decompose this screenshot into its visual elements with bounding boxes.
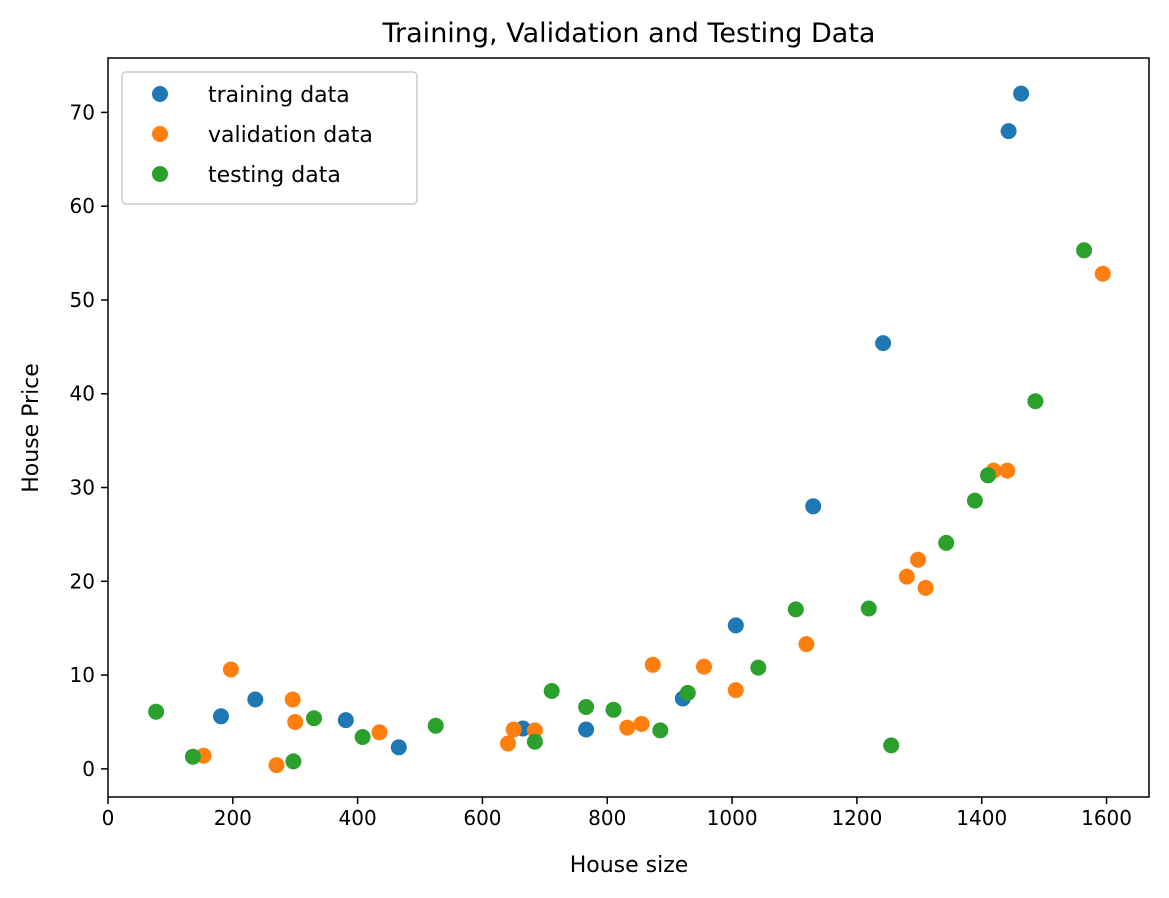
point-validation-data-6 [500,735,516,752]
point-validation-data-3 [284,691,301,708]
point-training-data-9 [875,335,892,352]
point-training-data-3 [390,739,407,756]
x-tick-label: 1000 [707,806,758,830]
legend-marker-training-data [152,86,168,102]
point-training-data-10 [1000,123,1017,140]
y-tick-label: 40 [70,382,95,406]
plot-frame [107,57,1150,798]
point-training-data-5 [578,721,595,738]
x-axis: 0 200 400 600 800 1000 1200 1400 1600 [102,797,1132,830]
point-testing-data-4 [354,729,371,745]
point-testing-data-13 [787,601,804,618]
point-training-data-0 [213,708,229,725]
point-validation-data-17 [917,579,934,596]
x-tick-label: 600 [463,806,501,830]
point-validation-data-7 [505,721,522,738]
point-testing-data-10 [652,722,669,739]
point-validation-data-13 [727,682,744,699]
x-tick-label: 400 [339,806,377,830]
point-testing-data-7 [543,683,560,699]
point-testing-data-16 [938,534,955,551]
point-training-data-2 [337,712,354,729]
point-training-data-8 [805,498,822,515]
legend-box [121,71,418,205]
legend-marker-testing-data [152,166,168,182]
point-validation-data-2 [268,757,285,774]
point-testing-data-5 [427,717,444,734]
y-tick-label: 60 [70,194,95,218]
x-tick-label: 1200 [831,806,882,830]
point-validation-data-8 [526,722,543,739]
x-tick-label: 0 [102,806,115,830]
point-training-data-11 [1013,85,1030,102]
point-testing-data-18 [980,467,996,484]
point-testing-data-14 [860,600,877,617]
point-validation-data-1 [222,661,239,678]
point-testing-data-12 [750,659,767,676]
point-testing-data-2 [285,753,302,770]
plot-marks [148,85,1111,774]
point-testing-data-17 [966,492,983,509]
x-tick-label: 1400 [956,806,1007,830]
x-tick-label: 800 [588,806,626,830]
point-testing-data-8 [578,699,595,715]
point-validation-data-5 [371,724,388,741]
y-tick-label: 0 [82,757,95,781]
y-tick-label: 70 [70,100,95,124]
point-testing-data-0 [148,703,165,720]
point-validation-data-9 [619,719,636,736]
legend-label-validation-data: validation data [208,123,373,148]
point-validation-data-10 [633,715,650,732]
point-testing-data-3 [306,710,322,727]
legend-label-testing-data: testing data [208,163,341,188]
y-tick-label: 20 [70,569,95,593]
point-testing-data-1 [184,748,201,765]
y-axis: 0 10 20 30 40 50 60 70 [70,100,108,781]
point-validation-data-14 [798,636,815,653]
point-testing-data-15 [883,737,900,754]
legend-label-training-data: training data [208,83,350,108]
legend: training data validation data testing data [121,71,418,205]
point-validation-data-4 [287,714,304,730]
y-tick-label: 30 [70,476,95,500]
y-tick-label: 50 [70,288,95,312]
point-validation-data-12 [696,658,712,675]
point-validation-data-15 [898,568,915,585]
point-testing-data-6 [526,733,543,750]
point-training-data-7 [727,617,744,634]
y-tick-label: 10 [70,663,95,687]
chart-title: Training, Validation and Testing Data [382,18,876,49]
x-tick-label: 1600 [1081,806,1132,830]
x-tick-label: 200 [214,806,252,830]
y-axis-title: House Price [19,363,44,493]
point-testing-data-9 [605,701,622,718]
point-validation-data-20 [1094,265,1111,282]
point-training-data-1 [247,691,264,708]
point-validation-data-19 [999,462,1016,479]
point-testing-data-19 [1027,393,1044,410]
legend-marker-validation-data [152,126,168,142]
point-testing-data-20 [1076,242,1093,259]
point-validation-data-11 [644,656,661,673]
point-testing-data-11 [679,684,696,701]
x-axis-title: House size [570,853,689,878]
point-validation-data-16 [910,551,927,568]
